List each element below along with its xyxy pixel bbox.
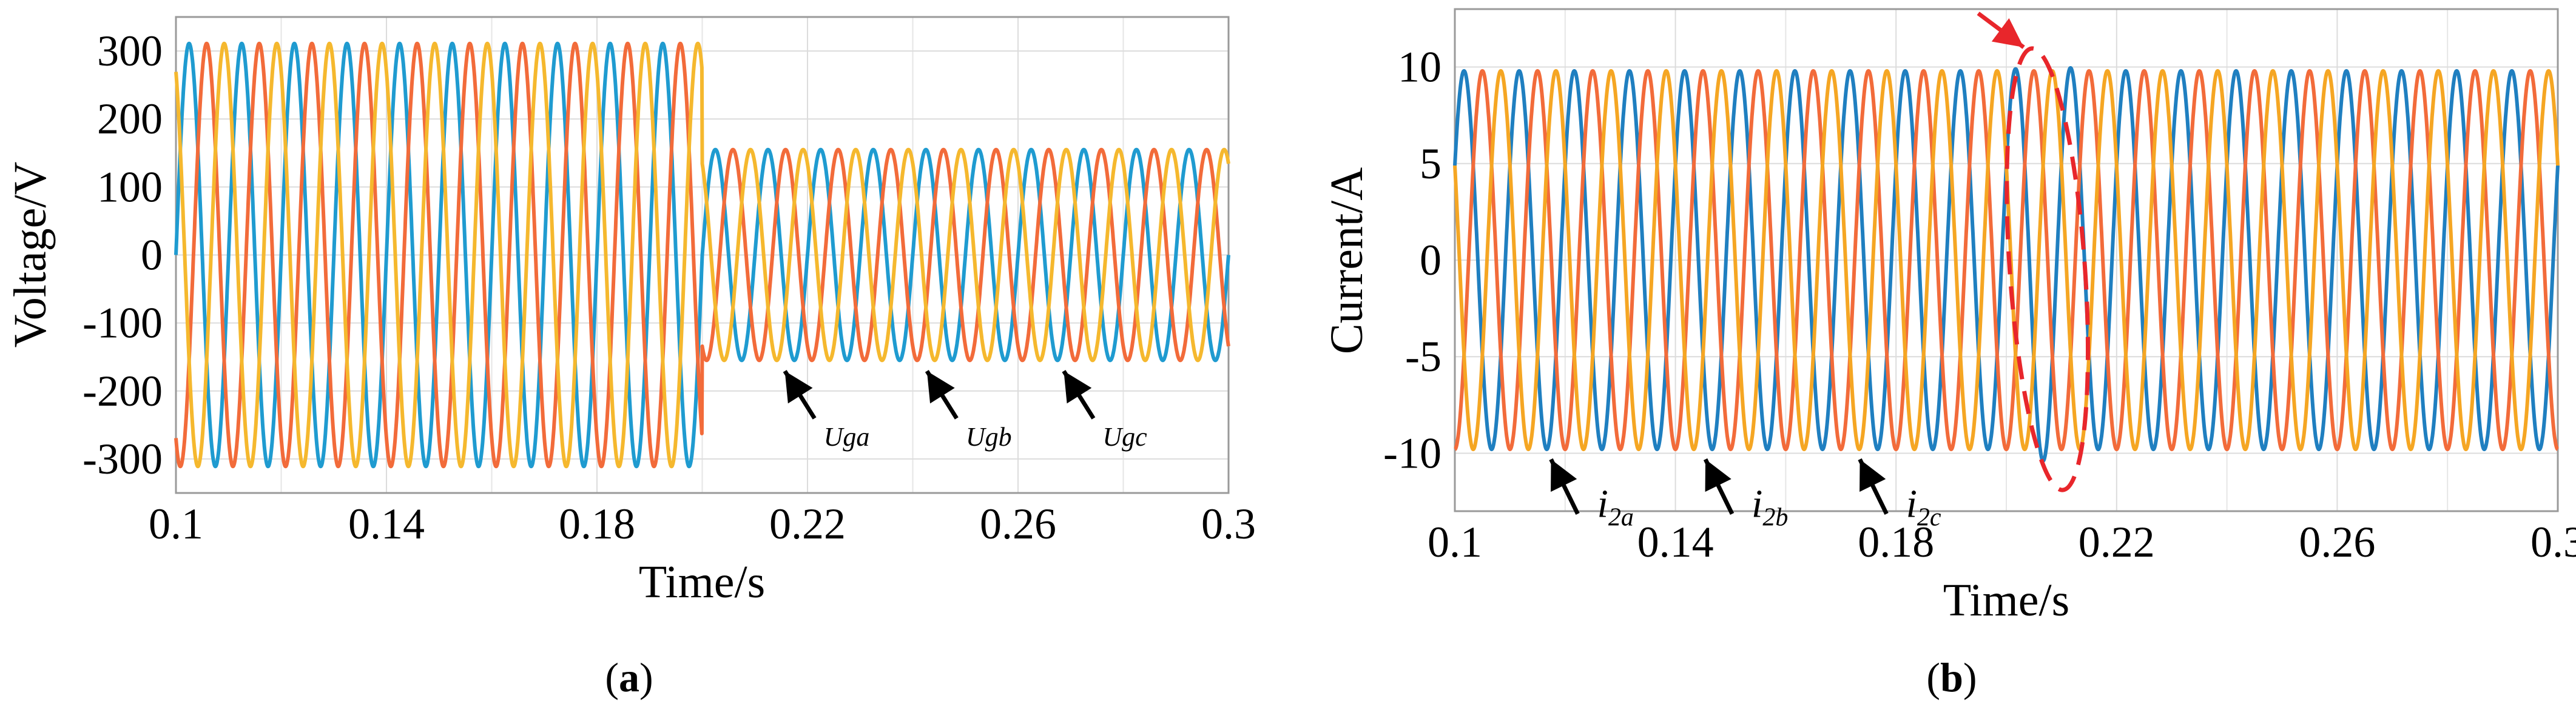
- series-line-ugb: [174, 41, 1230, 469]
- y-tick-label: -200: [83, 367, 163, 415]
- panel-a-y-axis-label: Voltage/V: [5, 162, 56, 348]
- x-tick-label: 0.26: [2299, 518, 2375, 566]
- panel-a-x-axis-label: Time/s: [639, 557, 765, 608]
- y-tick-label: -100: [83, 299, 163, 347]
- y-tick-label: 0: [1420, 236, 1441, 284]
- panel-a-caption: (a): [605, 654, 653, 700]
- panel-b-annotations: i2a i2b i2c: [1549, 458, 1941, 531]
- panel-b-highlight: [1977, 12, 2091, 492]
- panel-b-y-axis-label: Current/A: [1321, 167, 1372, 354]
- label-ugb: Ugb: [966, 422, 1012, 452]
- arrow-i2c-head: [1860, 459, 1886, 492]
- y-tick-label: 200: [97, 95, 163, 143]
- panel-a-series: [174, 41, 1230, 469]
- label-i2a: i2a: [1597, 481, 1634, 531]
- x-tick-label: 0.3: [1201, 500, 1256, 548]
- panel-b-x-axis-label: Time/s: [1943, 575, 2069, 626]
- panel-a-annotations: Uga Ugb Ugc: [783, 370, 1147, 452]
- label-uga: Uga: [824, 422, 870, 452]
- x-tick-label: 0.18: [1858, 518, 1934, 566]
- panel-a-x-ticks: 0.1 0.14 0.18 0.22 0.26 0.3: [149, 500, 1256, 548]
- x-tick-label: 0.14: [1637, 518, 1714, 566]
- x-tick-label: 0.1: [1428, 518, 1482, 566]
- label-i2c: i2c: [1906, 481, 1941, 531]
- x-tick-label: 0.1: [149, 500, 203, 548]
- x-tick-label: 0.22: [2079, 518, 2155, 566]
- panel-b-caption: (b): [1926, 654, 1977, 700]
- x-tick-label: 0.22: [769, 500, 846, 548]
- highlight-ellipse: [2004, 46, 2091, 492]
- y-tick-label: 5: [1420, 139, 1441, 188]
- highlight-arrow-head: [1991, 18, 2024, 47]
- x-tick-label: 0.18: [559, 500, 635, 548]
- y-tick-label: 10: [1398, 43, 1441, 92]
- arrow-ugb-head: [926, 370, 955, 404]
- y-tick-label: -5: [1405, 332, 1441, 381]
- arrow-ugc-head: [1064, 370, 1092, 404]
- x-tick-label: 0.26: [980, 500, 1056, 548]
- x-tick-label: 0.3: [2530, 518, 2576, 566]
- panel-b-y-ticks: 10 5 0 -5 -10: [1383, 43, 1441, 478]
- panel-b-grid: [1454, 9, 2558, 511]
- arrow-i2b-head: [1705, 459, 1731, 492]
- y-tick-label: 100: [97, 163, 163, 211]
- panel-b-plot-frame: [1454, 8, 2559, 512]
- arrow-uga-head: [784, 370, 813, 404]
- arrow-i2a-head: [1551, 459, 1577, 492]
- x-tick-label: 0.14: [348, 500, 425, 548]
- label-i2b: i2b: [1752, 481, 1788, 531]
- y-tick-label: 0: [141, 231, 163, 280]
- y-tick-label: -10: [1383, 429, 1441, 477]
- label-ugc: Ugc: [1102, 422, 1147, 452]
- series-line-ugc: [174, 41, 1230, 469]
- panel-a-y-ticks: 300 200 100 0 -100 -200 -300: [83, 27, 163, 483]
- y-tick-label: 300: [97, 27, 163, 75]
- panel-b-x-ticks: 0.1 0.14 0.18 0.22 0.26 0.3: [1428, 518, 2576, 566]
- y-tick-label: -300: [83, 435, 163, 483]
- series-line-uga: [174, 41, 1230, 469]
